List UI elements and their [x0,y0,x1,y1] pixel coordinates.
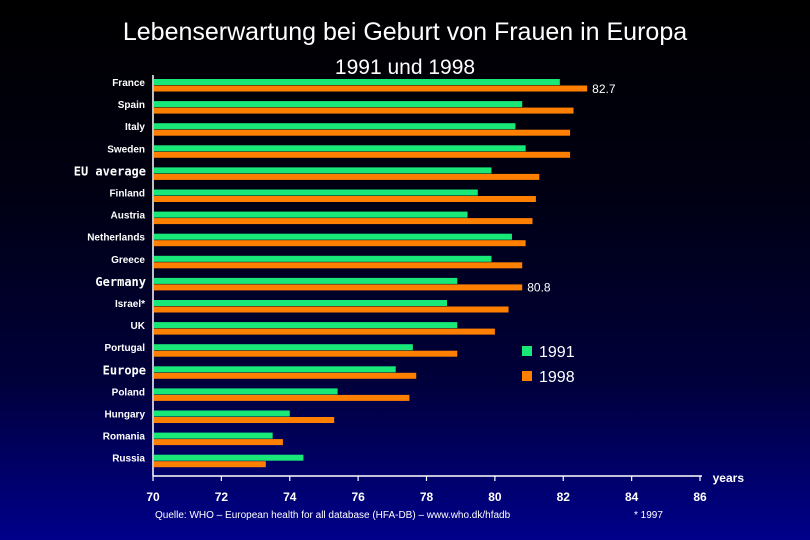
chart-subtitle: 1991 und 1998 [334,56,476,79]
footnote: * 1997 [634,510,663,521]
bar-1998 [154,417,335,423]
category-label: Netherlands [87,233,145,244]
bar-1991 [154,277,458,284]
category-label: Italy [125,122,145,133]
bar-1998 [154,129,571,136]
bar-1991 [154,79,560,85]
x-tick-label: 70 [146,490,160,504]
bar-1991 [154,211,468,218]
category-label: Europe [103,363,146,377]
bar-1998 [154,350,458,357]
bar-1991 [154,432,273,439]
bar-1991 [154,322,458,329]
x-tick-label: 84 [625,490,639,504]
x-tick-label: 82 [557,490,571,504]
legend-label-1998: 1998 [539,369,575,386]
x-tick-label: 86 [693,490,707,504]
category-label: Austria [111,211,146,222]
bar-1991 [154,454,304,461]
x-axis-label: years [713,471,745,485]
bar-1998 [154,173,540,180]
category-label: Sweden [107,144,145,155]
bar-1998 [154,394,410,401]
bar-1998 [154,372,417,379]
x-tick-label: 80 [488,490,502,504]
bar-1998 [154,107,574,114]
bar-1991 [154,123,516,130]
category-label: Germany [95,275,146,289]
category-label: Romania [103,432,146,443]
chart-title: Lebenserwartung bei Geburt von Frauen in… [122,18,688,46]
bar-1998 [154,196,536,202]
legend-label-1991: 1991 [539,344,575,361]
category-label: Hungary [104,410,145,421]
bar-1991 [154,145,526,152]
bar-1998 [154,306,509,313]
category-label: Poland [112,387,145,398]
bar-1991 [154,410,290,417]
x-tick-label: 74 [283,490,297,504]
bar-1991 [154,233,512,240]
category-label: Russia [112,454,145,465]
bar-1998 [154,328,495,335]
source-note: Quelle: WHO – European health for all da… [155,510,511,521]
bar-1991 [154,189,478,196]
category-label: Israel* [115,299,145,310]
bar-1991 [154,255,492,262]
legend-swatch-1998 [522,371,532,381]
x-tick-label: 72 [215,490,229,504]
bar-1991 [154,101,523,108]
category-label: France [112,78,145,89]
legend-swatch-1991 [522,346,532,356]
category-label: UK [131,321,146,332]
bar-1998 [154,284,523,291]
bar-1991 [154,366,396,373]
category-label: Portugal [104,343,145,354]
x-tick-label: 76 [351,490,365,504]
x-tick-label: 78 [420,490,434,504]
data-label: 80.8 [527,281,551,295]
bar-1991 [154,388,338,395]
bar-1998 [154,439,283,446]
data-label: 82.7 [592,82,616,96]
bar-1998 [154,262,523,269]
category-label: Spain [118,100,145,111]
bar-1991 [154,344,413,351]
category-label: Finland [109,189,145,200]
bar-1998 [154,240,526,247]
bar-1991 [154,167,492,174]
category-label: Greece [111,255,145,266]
bar-1998 [154,461,266,468]
bar-1998 [154,151,571,158]
bar-1991 [154,300,448,306]
bar-1998 [154,218,533,225]
category-label: EU average [74,164,146,178]
bar-1998 [154,85,588,92]
